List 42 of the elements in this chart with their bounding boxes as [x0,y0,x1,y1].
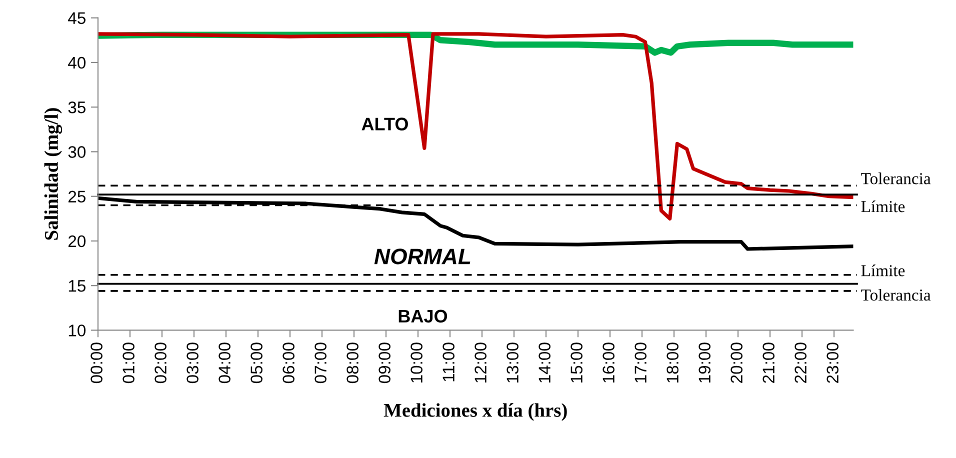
x-axis-title: Mediciones x día (hrs) [384,403,567,421]
y-axis-title: Salinidad (mg/l) [44,108,62,240]
x-tick-label: 01:00 [122,342,134,384]
x-tick-label: 00:00 [90,342,102,384]
x-tick-label: 03:00 [186,342,198,384]
ref-line-label: Límite [861,264,905,276]
x-tick-label: 07:00 [314,342,326,384]
y-tick-label: 45 [68,12,86,24]
y-tick-label: 40 [68,56,86,69]
x-tick-label: 22:00 [794,342,806,383]
y-tick-label: 10 [68,324,86,336]
x-tick-label: 06:00 [282,342,294,384]
x-tick-label: 02:00 [154,342,166,384]
x-tick-label: 23:00 [826,342,839,383]
x-tick-label: 09:00 [378,342,390,384]
x-tick-label: 05:00 [250,342,262,384]
x-tick-label: 15:00 [570,342,582,382]
x-tick-label: 16:00 [602,342,614,382]
x-tick-label: 18:00 [666,342,678,382]
x-tick-label: 17:00 [634,342,646,382]
x-tick-label: 12:00 [474,342,486,382]
y-tick-label: 35 [68,102,86,114]
y-tick-label: 25 [68,190,86,203]
x-tick-label: 20:00 [730,342,742,383]
annotation: ALTO [362,118,408,130]
y-tick-label: 30 [68,146,86,158]
ref-line-label: Tolerancia [861,172,931,184]
x-tick-label: 19:00 [698,342,710,382]
x-tick-label: 13:00 [506,342,518,382]
x-tick-label: 14:00 [538,342,550,382]
x-tick-label: 08:00 [346,342,358,384]
y-tick-label: 15 [68,280,86,292]
y-tick-label: 20 [68,235,86,248]
annotation: NORMAL [374,248,470,264]
x-tick-label: 04:00 [218,342,230,384]
x-tick-label: 21:00 [762,342,774,383]
x-tick-label: 10:00 [410,342,422,382]
ref-line-label: Límite [861,200,905,212]
annotation: BAJO [398,310,448,323]
line-series [98,32,854,220]
ref-line-label: Tolerancia [861,288,931,301]
x-tick-label: 11:00 [442,342,454,382]
